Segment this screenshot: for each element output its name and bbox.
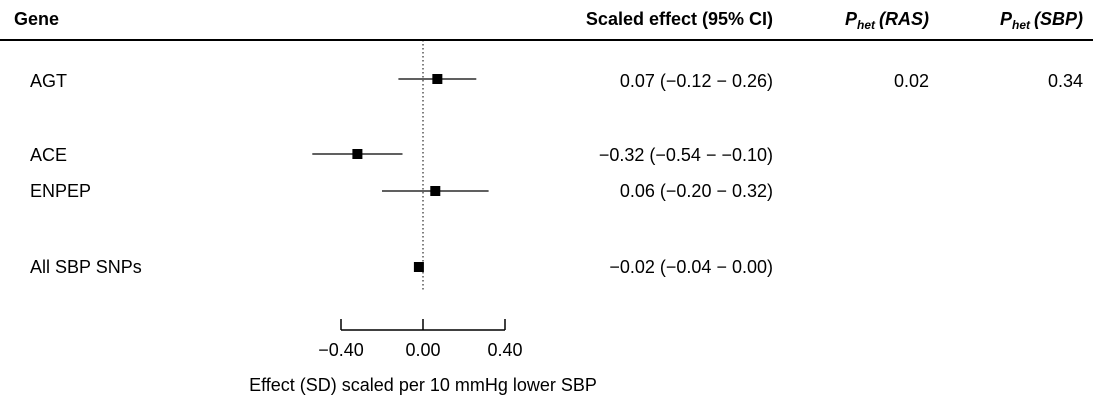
point-estimate [413,262,424,272]
point-estimate [430,186,441,196]
row-gene-label: AGT [30,71,67,91]
x-tick-label: 0.40 [487,340,522,360]
row-ci-text: 0.07 (−0.12 − 0.26) [620,71,773,91]
point-estimate [352,149,363,159]
x-tick-label: −0.40 [318,340,364,360]
header-p-het-ras: Phet (RAS) [845,9,929,32]
row-p-het-ras: 0.02 [894,71,929,91]
header-p-het-ras-sub: het [857,18,876,32]
row-ci-text: −0.02 (−0.04 − 0.00) [609,257,773,277]
header-effect: Scaled effect (95% CI) [586,9,773,29]
x-axis-label: Effect (SD) scaled per 10 mmHg lower SBP [249,375,597,395]
header-p-het-sbp-paren: (SBP) [1034,9,1083,29]
row-gene-label: ENPEP [30,181,91,201]
row-gene-label: All SBP SNPs [30,257,142,277]
plot-marks: −0.40 0.00 0.40 [312,40,523,360]
row-p-het-sbp: 0.34 [1048,71,1083,91]
row-gene-label: ACE [30,145,67,165]
header-p-het-ras-main: P [845,9,858,29]
row-ci-text: 0.06 (−0.20 − 0.32) [620,181,773,201]
header-p-het-ras-paren: (RAS) [879,9,929,29]
header-gene: Gene [14,9,59,29]
header-p-het-sbp-main: P [1000,9,1013,29]
point-estimate [432,74,443,84]
row-ci-text: −0.32 (−0.54 − −0.10) [599,145,773,165]
x-tick-label: 0.00 [405,340,440,360]
header-p-het-sbp: Phet (SBP) [1000,9,1083,32]
header-p-het-sbp-sub: het [1012,18,1031,32]
